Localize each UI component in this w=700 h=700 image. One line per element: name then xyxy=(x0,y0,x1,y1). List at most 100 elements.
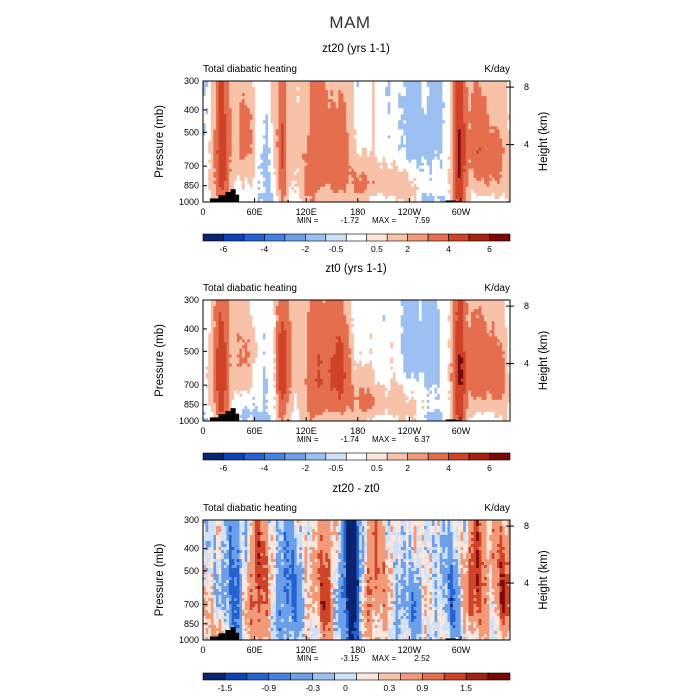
heatmap-cell xyxy=(418,195,422,200)
heatmap-cell xyxy=(473,300,477,304)
heatmap-cell xyxy=(494,117,498,121)
heatmap-cell xyxy=(320,102,324,106)
heatmap-cell xyxy=(387,99,391,103)
heatmap-cell xyxy=(416,117,420,121)
heatmap-cell xyxy=(416,90,420,94)
heatmap-cell xyxy=(221,135,225,139)
heatmap-cell xyxy=(223,135,227,139)
heatmap-cell xyxy=(452,189,456,194)
heatmap-cell xyxy=(403,156,407,161)
heatmap-cell xyxy=(476,198,480,203)
heatmap-cell xyxy=(418,162,422,167)
heatmap-cell xyxy=(327,111,331,115)
heatmap-cell xyxy=(320,138,324,142)
heatmap-cell xyxy=(317,189,321,194)
heatmap-cell xyxy=(239,84,243,88)
heatmap-cell xyxy=(481,120,485,124)
heatmap-cell xyxy=(444,174,448,179)
panel-subtitle-left: Total diabatic heating xyxy=(203,283,297,294)
heatmap-cell xyxy=(218,192,222,197)
heatmap-cell xyxy=(210,93,214,97)
heatmap-cell xyxy=(486,120,490,124)
heatmap-cell xyxy=(356,189,360,194)
heatmap-cell xyxy=(270,174,274,179)
heatmap-cell xyxy=(340,198,344,203)
heatmap-cell xyxy=(405,126,409,130)
heatmap-cell xyxy=(260,129,264,133)
heatmap-cell xyxy=(335,153,339,158)
heatmap-cell xyxy=(377,129,381,133)
heatmap-cell xyxy=(418,171,422,176)
heatmap-cell xyxy=(239,198,243,203)
heatmap-cell xyxy=(411,198,415,203)
heatmap-cell xyxy=(255,102,259,106)
heatmap-cell xyxy=(392,195,396,200)
heatmap-cell xyxy=(249,102,253,106)
heatmap-cell xyxy=(278,159,282,164)
heatmap-cell xyxy=(335,105,339,109)
heatmap-cell xyxy=(504,93,508,97)
heatmap-cell xyxy=(236,102,240,106)
heatmap-cell xyxy=(481,102,485,106)
heatmap-cell xyxy=(208,183,212,188)
heatmap-cell xyxy=(296,135,300,139)
heatmap-cell xyxy=(504,195,508,200)
heatmap-cell xyxy=(317,300,321,304)
heatmap-cell xyxy=(460,126,464,130)
heatmap-cell xyxy=(317,138,321,142)
heatmap-cell xyxy=(398,105,402,109)
heatmap-cell xyxy=(265,168,269,173)
heatmap-cell xyxy=(213,159,217,164)
heatmap-cell xyxy=(455,117,459,121)
heatmap-cell xyxy=(405,180,409,185)
heatmap-cell xyxy=(286,144,290,148)
heatmap-cell xyxy=(468,153,472,158)
heatmap-cell xyxy=(359,114,363,118)
heatmap-cell xyxy=(387,111,391,115)
heatmap-cell xyxy=(270,117,274,121)
heatmap-cell xyxy=(255,129,259,133)
x-tick-label: 120W xyxy=(398,207,422,217)
heatmap-cell xyxy=(304,189,308,194)
heatmap-cell xyxy=(431,111,435,115)
heatmap-cell xyxy=(299,111,303,115)
heatmap-cell xyxy=(496,300,500,304)
heatmap-cell xyxy=(244,165,248,170)
heatmap-cell xyxy=(281,105,285,109)
heatmap-cell xyxy=(288,99,292,103)
heatmap-cell xyxy=(244,129,248,133)
heatmap-cell xyxy=(442,108,446,112)
heatmap-cell xyxy=(390,186,394,191)
heatmap-cell xyxy=(489,144,493,148)
heatmap-cell xyxy=(455,153,459,158)
heatmap-cell xyxy=(418,198,422,203)
heatmap-cell xyxy=(444,195,448,200)
heatmap-cell xyxy=(504,123,508,127)
heatmap-cell xyxy=(372,120,376,124)
heatmap-cell xyxy=(351,156,355,161)
heatmap-cell xyxy=(231,117,235,121)
heatmap-cell xyxy=(314,108,318,112)
heatmap-cell xyxy=(268,126,272,130)
colorbar-swatch xyxy=(223,233,245,242)
y-tick-label: 700 xyxy=(184,161,199,171)
heatmap-cell xyxy=(288,93,292,97)
heatmap-cell xyxy=(301,159,305,164)
heatmap-cell xyxy=(221,153,225,158)
heatmap-cell xyxy=(252,90,256,94)
heatmap-cell xyxy=(437,150,441,154)
heatmap-cell xyxy=(361,129,365,133)
heatmap-cell xyxy=(278,108,282,112)
heatmap-cell xyxy=(273,138,277,142)
heatmap-cell xyxy=(234,303,238,307)
heatmap-cell xyxy=(335,144,339,148)
heatmap-cell xyxy=(325,153,329,158)
heatmap-cell xyxy=(439,93,443,97)
heatmap-cell xyxy=(270,132,274,136)
heatmap-cell xyxy=(205,123,209,127)
heatmap-cell xyxy=(463,162,467,167)
heatmap-cell xyxy=(447,135,451,139)
heatmap-cell xyxy=(353,138,357,142)
heatmap-cell xyxy=(390,159,394,164)
heatmap-cell xyxy=(265,108,269,112)
